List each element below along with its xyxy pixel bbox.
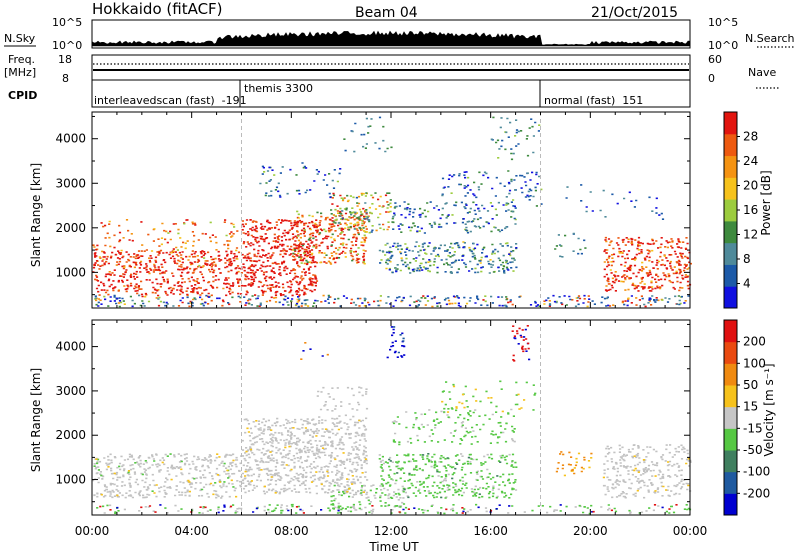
- velocity-echo-cluster: [93, 380, 692, 515]
- time-tick-label: 12:00: [374, 524, 409, 538]
- power-colorbar-segment: [724, 133, 737, 157]
- power-data-layer: [92, 112, 692, 308]
- frequency-panel: Freq. [MHz] 18 8 60 0 Nave: [4, 53, 780, 89]
- power-colorbar-segment: [724, 264, 737, 287]
- power-colorbar-tick-label: 8: [743, 252, 751, 266]
- power-colorbar-tick-label: 28: [743, 130, 758, 144]
- date-title: 21/Oct/2015: [591, 5, 678, 21]
- velocity-echo-cluster: [300, 342, 593, 475]
- cpid-panel: CPID interleavedscan (fast) -191 themis …: [8, 79, 691, 108]
- nave-tick-bottom: 0: [708, 72, 715, 85]
- velocity-colorbar-segment: [724, 385, 737, 408]
- time-tick-label: 00:00: [673, 524, 708, 538]
- velocity-colorbar-segment: [724, 471, 737, 494]
- velocity-colorbar-segment: [724, 493, 737, 516]
- velocity-panel: 1000 2000 3000 4000 Slant Range [km] 200 100…: [29, 319, 776, 516]
- velocity-colorbar: 200 100 50 15 -15 -50 -100 -200: [723, 319, 770, 516]
- freq-tick-top: 18: [58, 53, 72, 66]
- beam-title: Beam 04: [355, 5, 418, 21]
- cpid-label: CPID: [8, 89, 37, 102]
- velocity-colorbar-segment: [724, 363, 737, 386]
- time-tick-label: 00:00: [75, 524, 110, 538]
- cpid-segment-interleaved: interleavedscan (fast) -191: [94, 94, 247, 107]
- noise-left-tick-bottom: 10^0: [52, 39, 82, 52]
- power-y-axis-label: Slant Range [km]: [29, 163, 43, 267]
- x-axis-label: Time UT: [368, 540, 419, 554]
- nave-label: Nave: [748, 66, 776, 79]
- velocity-y-axis-label: Slant Range [km]: [29, 368, 43, 472]
- power-echo-cluster: [98, 192, 678, 308]
- time-tick-label: 16:00: [473, 524, 508, 538]
- freq-tick-bottom: 8: [62, 72, 69, 85]
- noise-right-tick-bottom: 10^0: [708, 39, 738, 52]
- power-colorbar-segment: [724, 155, 737, 178]
- freq-unit-label: [MHz]: [4, 66, 36, 79]
- velocity-colorbar-tick-label: -50: [743, 443, 763, 457]
- velocity-colorbar-frame: [723, 319, 738, 516]
- noise-left-tick-top: 10^5: [52, 16, 82, 29]
- velocity-colorbar-segment: [724, 406, 737, 429]
- velocity-ytick-label: 1000: [55, 473, 86, 487]
- power-colorbar-segment: [724, 286, 737, 309]
- noise-panel: N.Sky 10^5 10^0 10^5 10^0 N.Search: [4, 16, 795, 52]
- velocity-ytick-label: 3000: [55, 384, 86, 398]
- velocity-colorbar-segment: [724, 341, 737, 364]
- freq-label: Freq.: [8, 53, 35, 66]
- power-echo-cluster: [97, 166, 686, 308]
- time-tick-label: 20:00: [573, 524, 608, 538]
- velocity-colorbar-segment: [724, 450, 737, 473]
- noise-left-label: N.Sky: [4, 32, 36, 45]
- time-tick-label: 08:00: [274, 524, 309, 538]
- velocity-ytick-label: 4000: [55, 340, 86, 354]
- power-colorbar-segment: [724, 199, 737, 222]
- cpid-segment-normal: normal (fast) 151: [544, 94, 643, 107]
- cpid-segment-themis: themis 3300: [244, 82, 313, 95]
- noise-right-label: N.Search: [745, 32, 795, 45]
- power-colorbar-tick-label: 4: [743, 277, 751, 291]
- power-axes: 1000 2000 3000 4000: [55, 112, 691, 308]
- power-colorbar-label: Power [dB]: [759, 170, 773, 235]
- velocity-colorbar-segment: [724, 320, 737, 343]
- velocity-echo-cluster: [92, 386, 692, 515]
- power-colorbar-segment: [724, 242, 737, 265]
- velocity-echo-cluster: [99, 325, 678, 514]
- power-ytick-label: 1000: [55, 265, 86, 279]
- velocity-colorbar-tick-label: -15: [743, 421, 763, 435]
- station-title: Hokkaido (fitACF): [92, 0, 223, 18]
- power-colorbar-segment: [724, 177, 737, 200]
- velocity-colorbar-tick-label: 100: [743, 356, 766, 370]
- power-panel: 1000 2000 3000 4000 Slant Range [km] 4 8 12 16…: [29, 111, 773, 309]
- power-ytick-label: 2000: [55, 221, 86, 235]
- noise-trace: [91, 30, 691, 47]
- velocity-data-layer: [92, 320, 692, 515]
- time-tick-label: 04:00: [174, 524, 209, 538]
- power-colorbar-segment: [724, 220, 737, 244]
- velocity-colorbar-tick-label: 15: [743, 400, 758, 414]
- power-echo-cluster: [94, 116, 690, 308]
- time-tick-labels: 00:00 04:00 08:00 12:00 16:00 20:00 00:00: [75, 524, 708, 538]
- power-colorbar-tick-label: 24: [743, 154, 758, 168]
- noise-right-tick-top: 10^5: [708, 16, 738, 29]
- nave-tick-top: 60: [708, 53, 722, 66]
- velocity-ytick-label: 2000: [55, 428, 86, 442]
- velocity-colorbar-segment: [724, 428, 737, 451]
- power-colorbar-segment: [724, 112, 737, 135]
- power-ytick-label: 4000: [55, 132, 86, 146]
- power-colorbar-tick-label: 12: [743, 228, 758, 242]
- power-colorbar: 4 8 12 16 20 24 28: [723, 111, 758, 309]
- velocity-colorbar-tick-label: 50: [743, 378, 758, 392]
- velocity-colorbar-tick-label: -100: [743, 465, 770, 479]
- power-colorbar-tick-label: 16: [743, 203, 758, 217]
- power-colorbar-tick-label: 20: [743, 179, 758, 193]
- velocity-axes: 1000 2000 3000 4000: [55, 320, 691, 515]
- velocity-colorbar-label: Velocity [m s⁻¹]: [762, 363, 776, 456]
- velocity-colorbar-tick-label: -200: [743, 486, 770, 500]
- power-ytick-label: 3000: [55, 176, 86, 190]
- velocity-colorbar-tick-label: 200: [743, 335, 766, 349]
- velocity-echo-cluster: [393, 326, 405, 354]
